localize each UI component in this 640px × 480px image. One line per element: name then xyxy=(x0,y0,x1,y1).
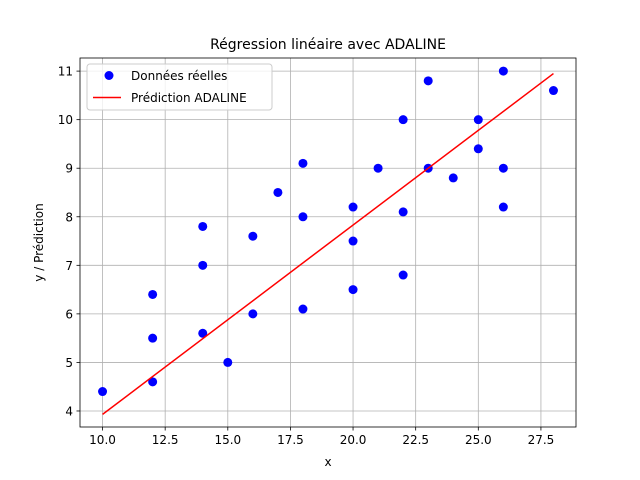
legend-label-donnees: Données réelles xyxy=(131,69,227,83)
data-point xyxy=(148,333,158,343)
x-axis-label: x xyxy=(324,455,331,469)
data-point xyxy=(448,173,458,183)
x-tick-label: 27.5 xyxy=(528,433,555,447)
data-point xyxy=(298,304,308,314)
legend-marker-donnees xyxy=(104,71,114,80)
data-point xyxy=(498,202,508,212)
data-point xyxy=(198,260,208,270)
grid xyxy=(80,58,576,427)
y-tick-label: 8 xyxy=(65,210,73,224)
data-point xyxy=(273,187,283,197)
plot-frame xyxy=(79,57,577,428)
x-tick-label: 15.0 xyxy=(214,433,241,447)
y-tick-label: 9 xyxy=(65,162,73,176)
data-point xyxy=(198,328,208,338)
data-point xyxy=(348,202,358,212)
data-point xyxy=(248,309,258,319)
y-tick-label: 6 xyxy=(65,307,73,321)
data-point xyxy=(548,86,558,96)
data-point xyxy=(348,236,358,246)
x-tick-label: 17.5 xyxy=(277,433,304,447)
y-tick-label: 10 xyxy=(58,113,73,127)
y-axis-label: y / Prédiction xyxy=(32,203,46,281)
data-point xyxy=(348,285,358,295)
data-point xyxy=(398,207,408,217)
data-point xyxy=(298,212,308,222)
data-point xyxy=(473,144,483,154)
x-tick-label: 22.5 xyxy=(402,433,429,447)
y-tick-label: 11 xyxy=(58,65,73,79)
data-point xyxy=(198,221,208,231)
legend: Données réelles Prédiction ADALINE xyxy=(86,63,273,111)
legend-label-prediction: Prédiction ADALINE xyxy=(131,91,247,105)
x-tick-label: 10.0 xyxy=(89,433,116,447)
data-point xyxy=(398,270,408,280)
data-point xyxy=(498,163,508,173)
data-point xyxy=(373,163,383,173)
data-point xyxy=(98,387,108,397)
data-point xyxy=(148,289,158,299)
data-point xyxy=(223,357,233,367)
x-tick-label: 12.5 xyxy=(152,433,179,447)
data-point xyxy=(423,76,433,86)
data-point xyxy=(398,115,408,125)
y-tick-label: 4 xyxy=(65,404,73,418)
data-point xyxy=(498,66,508,76)
legend-box xyxy=(86,63,273,111)
x-tick-label: 20.0 xyxy=(340,433,367,447)
data-point xyxy=(148,377,158,387)
data-point xyxy=(298,158,308,168)
x-tick-label: 25.0 xyxy=(465,433,492,447)
plot-data xyxy=(98,66,558,415)
data-point xyxy=(473,115,483,125)
y-tick-label: 5 xyxy=(65,356,73,370)
data-point xyxy=(248,231,258,241)
y-tick-label: 7 xyxy=(65,259,73,273)
prediction-line xyxy=(102,72,554,415)
axis-ticks: 10.0 12.5 15.0 17.5 20.0 22.5 25.0 27.5 4 5 6 7 8 9 10… xyxy=(58,65,555,447)
chart-title: Régression linéaire avec ADALINE xyxy=(210,37,446,53)
